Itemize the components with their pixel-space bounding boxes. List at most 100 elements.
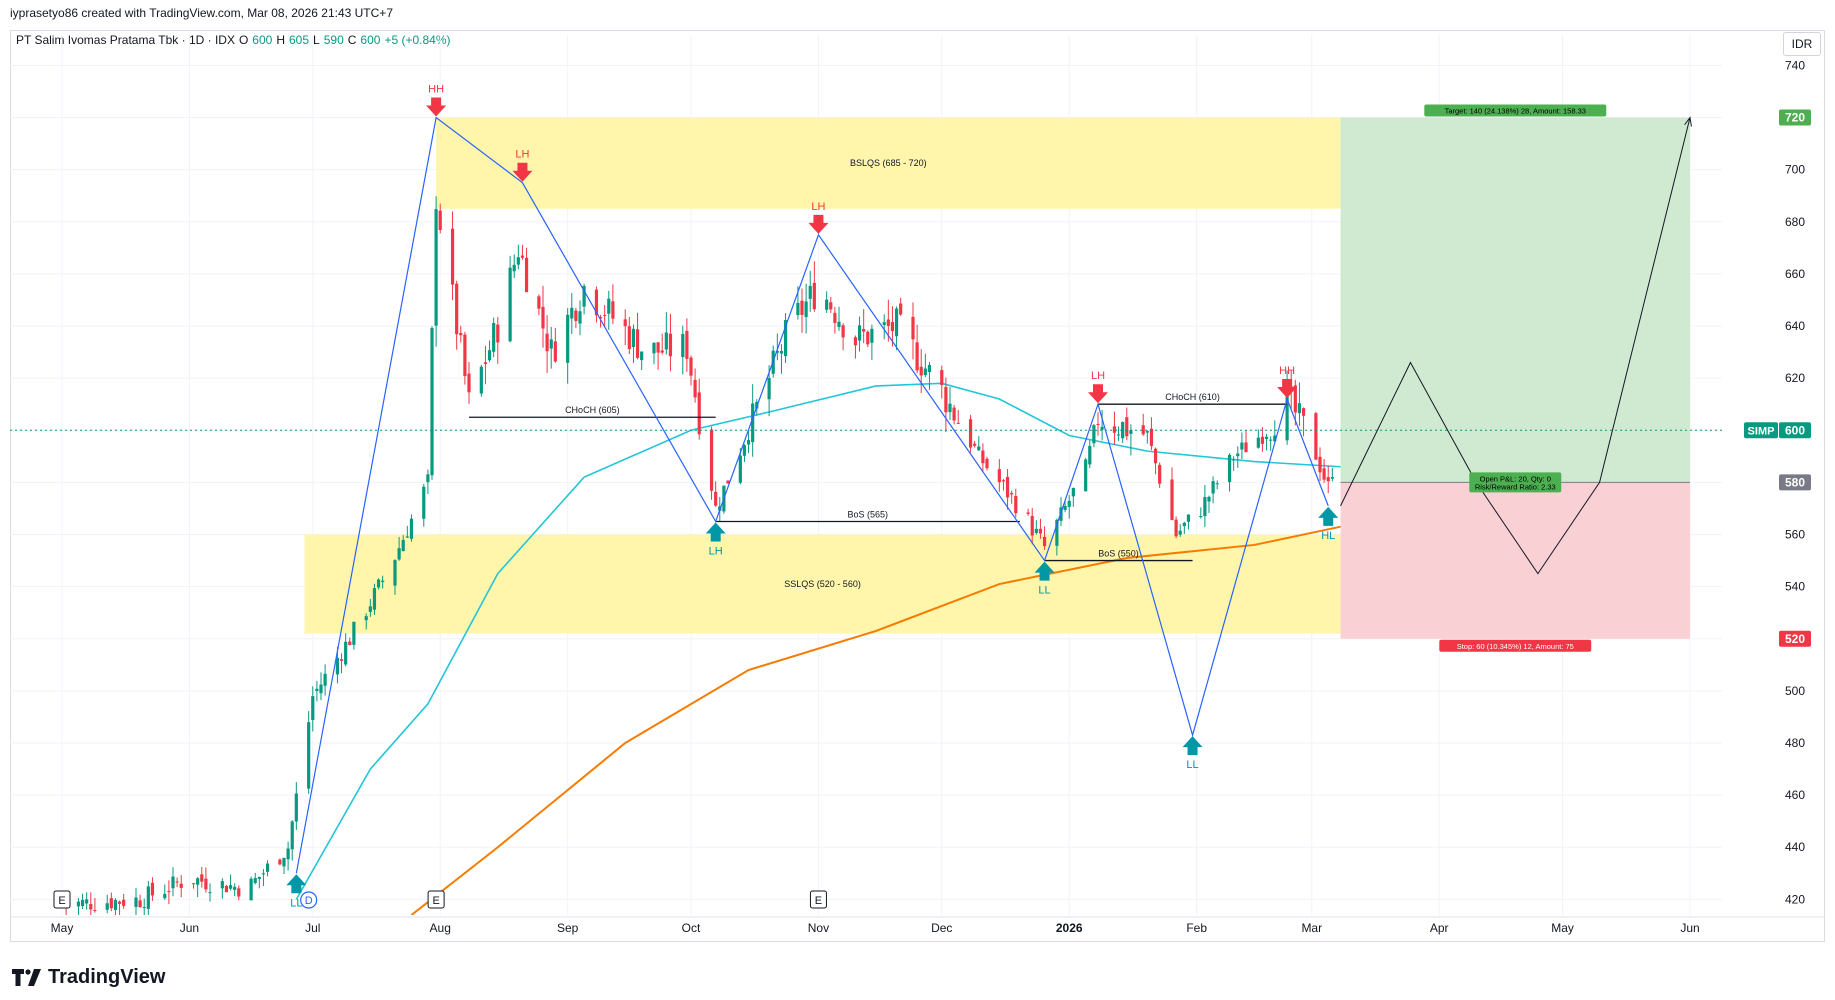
candle-body	[833, 312, 837, 323]
y-tick-label[interactable]: 680	[1785, 215, 1805, 229]
x-tick-label[interactable]: Jun	[180, 921, 199, 935]
candle-body	[1178, 530, 1182, 535]
candle	[915, 324, 919, 374]
candle-body	[664, 332, 668, 350]
candle	[652, 342, 656, 365]
candle	[1067, 494, 1071, 519]
arrow-down-icon	[512, 162, 533, 182]
symbol-title[interactable]: PT Salim Ivomas Pratama Tbk · 1D · IDX	[16, 33, 235, 47]
candle	[923, 353, 927, 378]
candle-body	[1326, 477, 1330, 482]
x-tick-label[interactable]: Jun	[1680, 921, 1699, 935]
candle	[1084, 457, 1088, 492]
candle-body	[434, 209, 438, 326]
brand-name: TradingView	[48, 966, 166, 988]
candle	[89, 892, 93, 915]
candle-body	[866, 331, 870, 345]
candle-body	[1129, 430, 1133, 434]
y-tick-label[interactable]: 540	[1785, 580, 1805, 594]
candle	[751, 384, 755, 457]
candle-body	[1030, 516, 1034, 536]
candle-body	[80, 899, 85, 907]
candle-body	[516, 257, 520, 265]
y-tick-label[interactable]: 500	[1785, 684, 1805, 698]
candle-body	[348, 641, 352, 646]
candle-body	[1318, 456, 1322, 473]
candle	[919, 349, 923, 394]
candle	[862, 309, 866, 344]
creator-line: iyprasetyo86 created with TradingView.co…	[10, 6, 393, 20]
brand[interactable]: TradingView	[12, 966, 165, 989]
candle-body	[857, 325, 862, 341]
candle	[541, 285, 545, 348]
candle-body	[635, 329, 640, 358]
candle	[1215, 480, 1219, 490]
y-tick-label[interactable]: 560	[1785, 528, 1805, 542]
candle	[438, 203, 442, 234]
candle-body	[681, 333, 685, 358]
candle	[611, 284, 615, 325]
x-tick-label[interactable]: May	[1551, 921, 1574, 935]
candle	[668, 313, 673, 372]
x-tick-label[interactable]: Aug	[430, 921, 451, 935]
candle	[627, 317, 631, 354]
candle	[1232, 456, 1236, 471]
candle	[220, 878, 224, 899]
x-tick-label[interactable]: Sep	[557, 921, 579, 935]
x-tick-label[interactable]: Dec	[931, 921, 952, 935]
x-tick-label[interactable]: 2026	[1056, 921, 1083, 935]
candle	[693, 368, 697, 403]
arrow-down-icon	[426, 97, 447, 117]
candle	[200, 866, 204, 888]
candle-body	[1273, 435, 1277, 442]
candle-body	[487, 350, 492, 361]
y-tick-label[interactable]: 620	[1785, 371, 1805, 385]
candle	[1149, 417, 1154, 451]
candle	[233, 883, 237, 896]
candle	[204, 867, 208, 893]
x-tick-label[interactable]: Feb	[1186, 921, 1207, 935]
candle	[570, 292, 574, 334]
y-tick-label[interactable]: 640	[1785, 319, 1805, 333]
x-tick-label[interactable]: Jul	[305, 921, 320, 935]
y-tick-label[interactable]: 480	[1785, 736, 1805, 750]
x-tick-label[interactable]: May	[51, 921, 74, 935]
x-tick-label[interactable]: Oct	[682, 921, 701, 935]
candle-body	[479, 366, 483, 394]
candle-body	[726, 480, 730, 484]
pivot-label: LL	[290, 897, 302, 909]
y-tick-label[interactable]: 420	[1785, 892, 1805, 906]
candle	[426, 469, 430, 494]
y-tick-label[interactable]: 700	[1785, 163, 1805, 177]
currency-button[interactable]: IDR	[1783, 32, 1821, 56]
candle-body	[915, 342, 919, 371]
y-tick-label[interactable]: 660	[1785, 267, 1805, 281]
candle-body	[1182, 522, 1186, 527]
candle	[208, 883, 212, 902]
candle-body	[870, 328, 874, 343]
candle-body	[89, 904, 93, 910]
y-tick-label[interactable]: 740	[1785, 58, 1805, 72]
x-tick-label[interactable]: Apr	[1430, 921, 1449, 935]
candle	[681, 325, 685, 375]
candle-body	[109, 898, 113, 909]
candle-body	[566, 314, 570, 363]
x-tick-label[interactable]: Mar	[1301, 921, 1322, 935]
candle	[319, 672, 323, 701]
candle	[829, 296, 833, 314]
candle	[1034, 520, 1038, 535]
symbol-tag: SIMP	[1748, 425, 1775, 437]
y-tick-label[interactable]: 440	[1785, 840, 1805, 854]
candle-body	[311, 696, 315, 721]
candle-body	[368, 606, 372, 612]
x-tick-label[interactable]: Nov	[808, 921, 829, 935]
chart-frame	[10, 30, 1825, 942]
y-tick-label[interactable]: 460	[1785, 788, 1805, 802]
candle	[549, 326, 553, 369]
candle-body	[1067, 500, 1071, 507]
candle-body	[968, 419, 973, 448]
candle-body	[783, 320, 788, 357]
candle	[290, 819, 294, 861]
candle	[323, 664, 327, 696]
